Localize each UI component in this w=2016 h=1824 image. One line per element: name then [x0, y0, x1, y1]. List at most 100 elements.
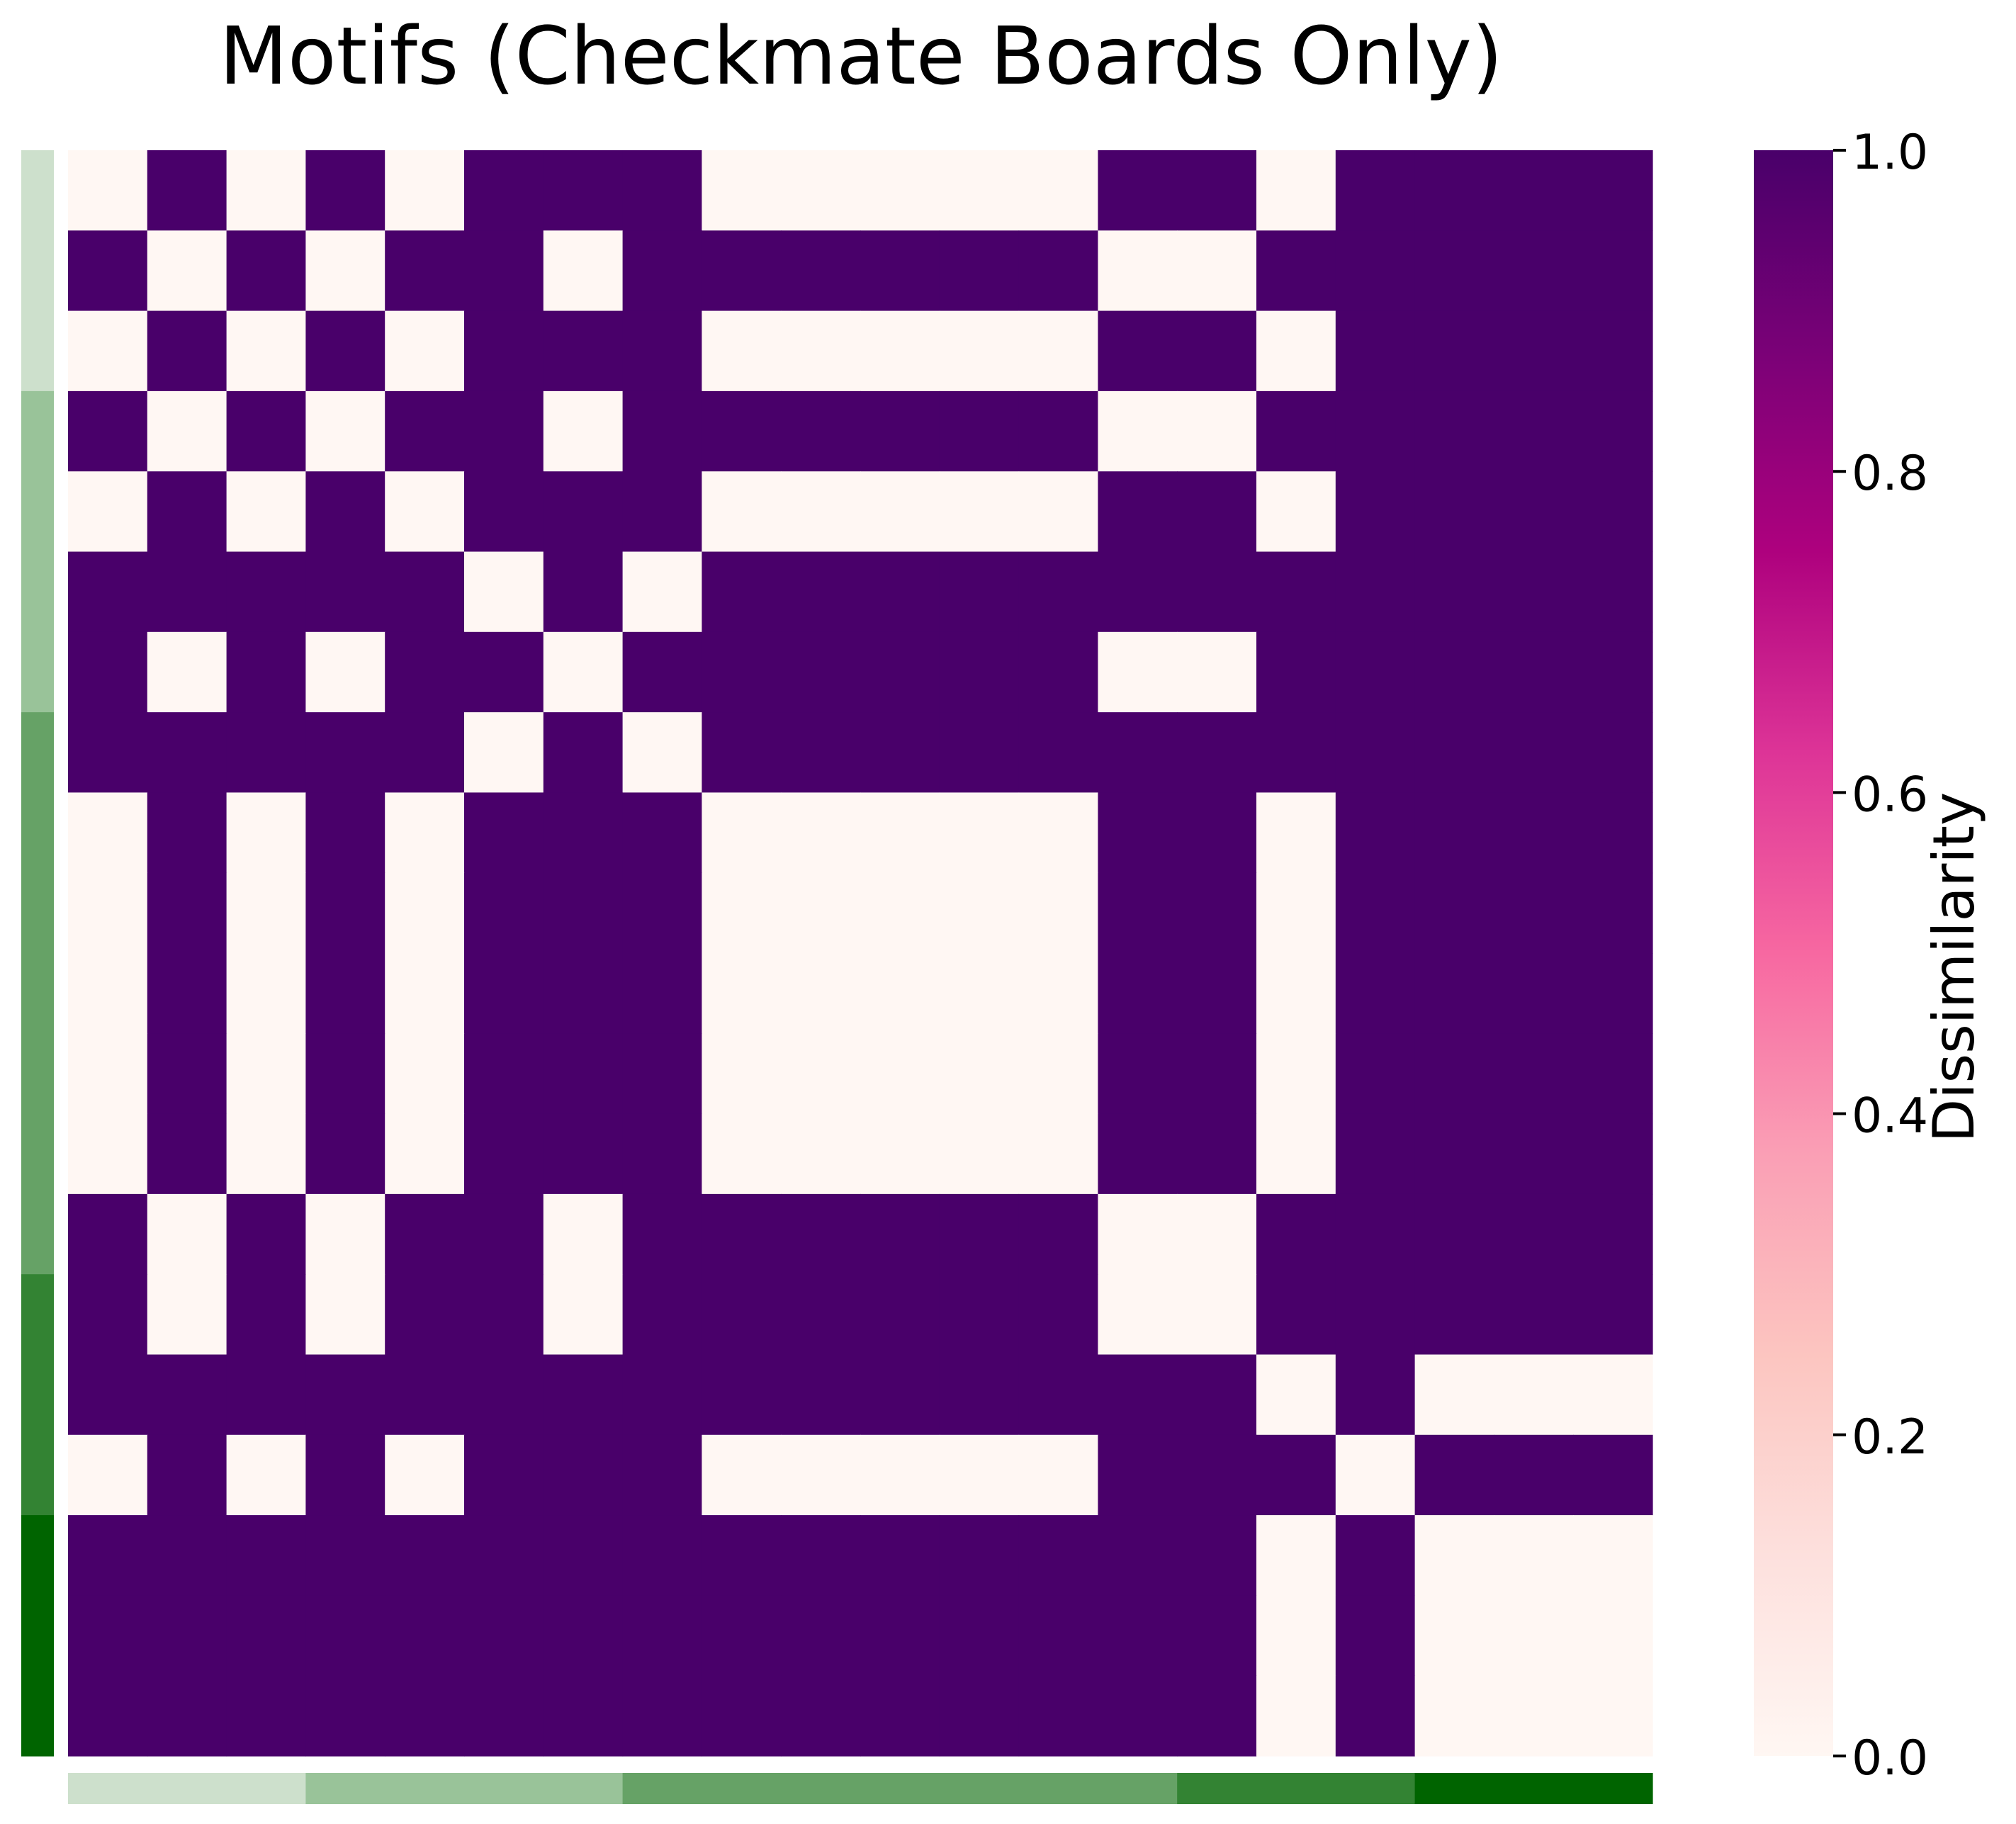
chart-title: Motifs (Checkmate Boards Only) [219, 11, 1502, 103]
heatmap-cell [702, 1113, 782, 1195]
heatmap-cell [464, 310, 544, 392]
heatmap-cell [1098, 1434, 1178, 1516]
heatmap-cell [860, 310, 940, 392]
heatmap-cell [702, 390, 782, 472]
heatmap-cell [781, 792, 861, 874]
heatmap-cell [1018, 1193, 1098, 1275]
heatmap-cell [305, 230, 385, 312]
heatmap-cell [781, 471, 861, 553]
heatmap-cell [1573, 712, 1653, 793]
heatmap-cell [1414, 792, 1494, 874]
heatmap-cell [622, 712, 702, 793]
heatmap-cell [385, 230, 465, 312]
heatmap-cell [622, 1354, 702, 1436]
heatmap-cell [860, 1675, 940, 1757]
heatmap-cell [305, 1675, 385, 1757]
heatmap-cell [305, 1193, 385, 1275]
heatmap-cell [702, 1675, 782, 1757]
heatmap-cell [1414, 551, 1494, 633]
heatmap-cell [1335, 631, 1416, 713]
heatmap-cell [860, 1515, 940, 1596]
heatmap-cell [1177, 310, 1257, 392]
heatmap-cell [1573, 471, 1653, 553]
heatmap-cell [1018, 150, 1098, 231]
heatmap-cell [1018, 1675, 1098, 1757]
heatmap-cell [1335, 1354, 1416, 1436]
heatmap-cell [860, 1434, 940, 1516]
heatmap-cell [226, 1675, 306, 1757]
heatmap-cell [1177, 1274, 1257, 1356]
heatmap-cell [1494, 551, 1574, 633]
heatmap-cell [860, 631, 940, 713]
heatmap-cell [147, 390, 227, 472]
heatmap-cell [1256, 792, 1336, 874]
colorbar-tick-label: 0.6 [1852, 767, 1928, 823]
heatmap-cell [1098, 1675, 1178, 1757]
heatmap-cell [1414, 1595, 1494, 1677]
heatmap-cell [1256, 230, 1336, 312]
heatmap-cell [1573, 310, 1653, 392]
heatmap-cell [622, 792, 702, 874]
heatmap-cell [939, 390, 1020, 472]
heatmap-cell [305, 1595, 385, 1677]
heatmap-cell [1414, 230, 1494, 312]
heatmap-cell [305, 1274, 385, 1356]
heatmap-cell [860, 712, 940, 793]
heatmap-cell [543, 1354, 624, 1436]
heatmap-cell [1414, 310, 1494, 392]
heatmap-cell [464, 390, 544, 472]
heatmap-cell [68, 1193, 148, 1275]
heatmap-cell [1414, 1113, 1494, 1195]
heatmap-cell [147, 310, 227, 392]
heatmap-cell [781, 310, 861, 392]
heatmap-cell [702, 1193, 782, 1275]
heatmap-cell [464, 1113, 544, 1195]
heatmap-cell [68, 631, 148, 713]
heatmap-cell [1494, 1113, 1574, 1195]
heatmap-cell [68, 390, 148, 472]
heatmap-cell [1414, 1434, 1494, 1516]
heatmap-cell [781, 1675, 861, 1757]
heatmap-cell [702, 1434, 782, 1516]
heatmap-cell [1177, 1595, 1257, 1677]
heatmap-cell [1335, 1515, 1416, 1596]
heatmap-cell [1494, 1434, 1574, 1516]
heatmap-cell [860, 872, 940, 954]
heatmap-cell [305, 1113, 385, 1195]
heatmap-cell [781, 953, 861, 1034]
heatmap-cell [305, 310, 385, 392]
heatmap-cell [702, 872, 782, 954]
heatmap-cell [1573, 1675, 1653, 1757]
heatmap-cell [1177, 953, 1257, 1034]
heatmap-cell [1256, 1113, 1336, 1195]
heatmap-cell [1573, 390, 1653, 472]
heatmap-cell [1256, 310, 1336, 392]
heatmap-cell [939, 712, 1020, 793]
heatmap-cell [464, 1434, 544, 1516]
heatmap-cell [226, 1033, 306, 1115]
heatmap-cell [1098, 792, 1178, 874]
heatmap-cell [1098, 1033, 1178, 1115]
heatmap-cell [1256, 953, 1336, 1034]
heatmap-cell [464, 1193, 544, 1275]
heatmap-cell [226, 712, 306, 793]
heatmap-cell [702, 230, 782, 312]
heatmap-cell [385, 471, 465, 553]
heatmap-cell [1256, 1354, 1336, 1436]
heatmap-cell [1335, 471, 1416, 553]
column-color-bar [68, 1773, 1653, 1804]
heatmap-cell [939, 792, 1020, 874]
heatmap-cell [1256, 551, 1336, 633]
heatmap-cell [1414, 712, 1494, 793]
heatmap-cell [543, 1515, 624, 1596]
heatmap-cell [68, 1274, 148, 1356]
heatmap-cell [1018, 872, 1098, 954]
heatmap-cell [781, 1113, 861, 1195]
heatmap-cell [1177, 390, 1257, 472]
heatmap-cell [385, 390, 465, 472]
heatmap-cell [147, 1595, 227, 1677]
heatmap-cell [1494, 1675, 1574, 1757]
heatmap-cell [1414, 1354, 1494, 1436]
heatmap-cell [860, 471, 940, 553]
heatmap-cell [1018, 1515, 1098, 1596]
